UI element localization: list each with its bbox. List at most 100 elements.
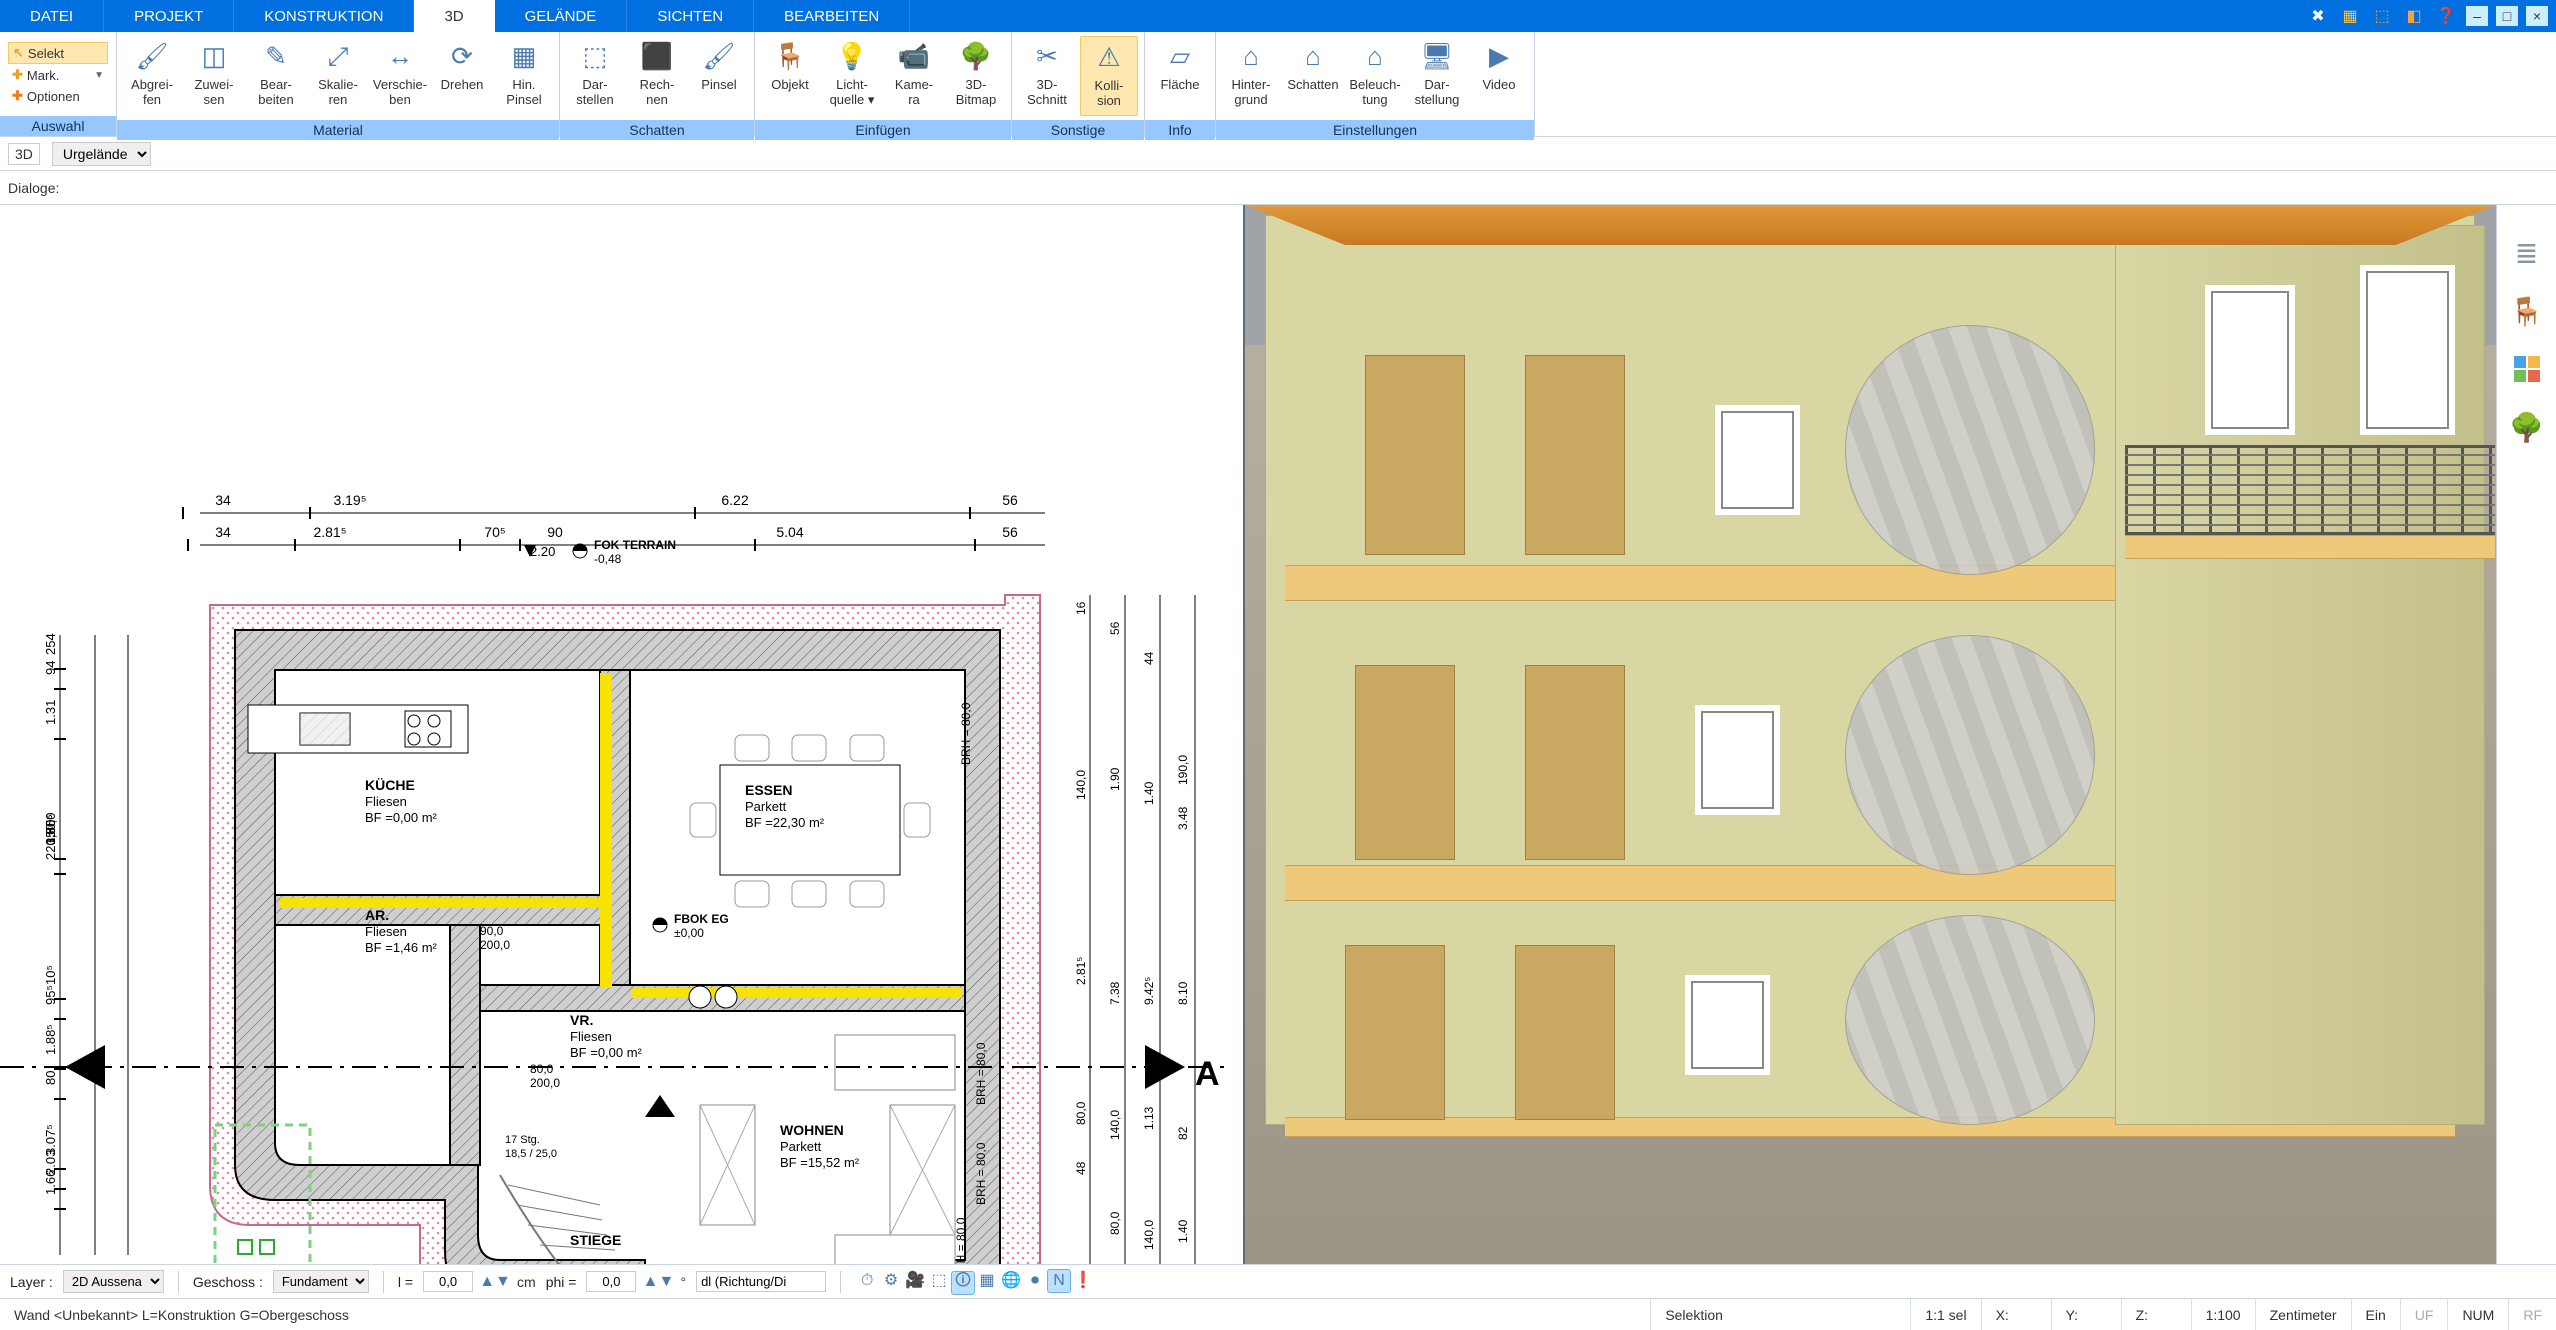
- phi-label: phi =: [546, 1274, 577, 1290]
- menubar-right-icons: ✖ ▦ ⬚ ◧ ❓ – □ ×: [2306, 0, 2556, 32]
- status-left: Wand <Unbekannt> L=Konstruktion G=Oberge…: [0, 1299, 1651, 1330]
- ribbon-group-label: Schatten: [560, 120, 754, 140]
- ribbon-drehen[interactable]: ⟳Drehen: [433, 36, 491, 116]
- menu-3d[interactable]: 3D: [414, 0, 494, 32]
- layers-icon[interactable]: ▦: [2338, 4, 2362, 28]
- pane-side-icons: ≣ 🪑 🌳: [2496, 205, 2556, 1264]
- section-marker-a: A: [1195, 1055, 1220, 1093]
- ribbon-rechnen[interactable]: ⬛Rech- nen: [628, 36, 686, 116]
- l-label: l =: [398, 1274, 413, 1290]
- gear-icon[interactable]: ⚙: [879, 1268, 903, 1292]
- tree-icon[interactable]: 🌳: [2509, 409, 2545, 445]
- help-icon[interactable]: ❓: [2434, 4, 2458, 28]
- materials-top-icon[interactable]: ◧: [2402, 4, 2426, 28]
- l-input[interactable]: [423, 1271, 473, 1292]
- menu-datei[interactable]: DATEI: [0, 0, 104, 32]
- svg-text:-0,48: -0,48: [594, 552, 622, 566]
- l-stepper[interactable]: ▲▼: [483, 1270, 507, 1294]
- grid-icon[interactable]: ▦: [975, 1268, 999, 1292]
- svg-text:BRH = 80,0: BRH = 80,0: [959, 702, 973, 765]
- svg-text:80,0: 80,0: [1074, 1101, 1088, 1125]
- svg-text:56: 56: [1108, 621, 1122, 635]
- phi-stepper[interactable]: ▲▼: [646, 1270, 670, 1294]
- view-icon[interactable]: ⬚: [927, 1268, 951, 1292]
- ribbon-group-auswahl: ↖Selekt✚Mark.▼✚OptionenAuswahl: [0, 32, 117, 136]
- status-selektion: Selektion: [1651, 1299, 1911, 1330]
- ribbon-objekt[interactable]: 🪑Objekt: [761, 36, 819, 116]
- sub-toolbar-dialoge: Dialoge:: [0, 171, 2556, 205]
- svg-text:BF =1,46 m²: BF =1,46 m²: [365, 940, 438, 955]
- record-icon[interactable]: ⏺: [1023, 1269, 1047, 1293]
- ribbon-abgreifen[interactable]: 🖌Abgrei- fen: [123, 36, 181, 116]
- svg-text:1.13: 1.13: [1142, 1106, 1156, 1130]
- menu-bearbeiten[interactable]: BEARBEITEN: [754, 0, 910, 32]
- blocks-icon[interactable]: ⬚: [2370, 4, 2394, 28]
- ribbon-darstellen[interactable]: ⬚Dar- stellen: [566, 36, 624, 116]
- svg-text:1.40: 1.40: [1176, 1219, 1190, 1243]
- ribbon-group-info: ▱FlächeInfo: [1145, 32, 1216, 136]
- svg-text:95⁵: 95⁵: [43, 985, 58, 1005]
- ribbon-kamera[interactable]: 📹Kame- ra: [885, 36, 943, 116]
- ribbon-verschieben[interactable]: ↔Verschie- ben: [371, 36, 429, 116]
- svg-text:254: 254: [43, 633, 58, 655]
- ribbon-schatten[interactable]: ⌂Schatten: [1284, 36, 1342, 116]
- ribbon-lichtquelle[interactable]: 💡Licht- quelle ▾: [823, 36, 881, 116]
- ribbon-group-material: 🖌Abgrei- fen◫Zuwei- sen✎Bear- beiten⤢Ska…: [117, 32, 560, 136]
- ribbon-group-schatten: ⬚Dar- stellen⬛Rech- nen🖌PinselSchatten: [560, 32, 755, 136]
- ribbon-group-label: Material: [117, 120, 559, 140]
- info-icon[interactable]: 🛈: [951, 1271, 975, 1295]
- ribbon-kollision[interactable]: ⚠Kolli- sion: [1080, 36, 1138, 116]
- svg-text:3.19⁵: 3.19⁵: [333, 492, 366, 508]
- layers-icon[interactable]: ≣: [2509, 235, 2545, 271]
- menu-projekt[interactable]: PROJEKT: [104, 0, 234, 32]
- svg-text:140,0: 140,0: [1074, 770, 1088, 800]
- pane-2d-floorplan[interactable]: A FOK TERRAIN -0,48 2.20 FBOK EG ±0,00 3…: [0, 205, 1245, 1264]
- alert-icon[interactable]: ❗: [1071, 1268, 1095, 1292]
- globe-icon[interactable]: 🌐: [999, 1268, 1023, 1292]
- window-minimize[interactable]: –: [2466, 6, 2488, 26]
- window-maximize[interactable]: □: [2496, 6, 2518, 26]
- dl-input[interactable]: [696, 1271, 826, 1292]
- window-close[interactable]: ×: [2526, 6, 2548, 26]
- pane-3d-view[interactable]: [1245, 205, 2496, 1264]
- svg-text:44: 44: [1142, 651, 1156, 665]
- ribbon-hin.pinsel[interactable]: ▦Hin. Pinsel: [495, 36, 553, 116]
- sel-optionen[interactable]: ✚Optionen: [8, 86, 108, 106]
- ribbon-skalieren[interactable]: ⤢Skalie- ren: [309, 36, 367, 116]
- svg-text:1.66: 1.66: [43, 1170, 58, 1195]
- ribbon-pinsel[interactable]: 🖌Pinsel: [690, 36, 748, 116]
- svg-text:FBOK EG: FBOK EG: [674, 912, 729, 926]
- materials-icon[interactable]: [2509, 351, 2545, 387]
- layer-select[interactable]: 2D Aussena: [63, 1270, 164, 1293]
- svg-text:Fliesen: Fliesen: [365, 794, 407, 809]
- sel-mark[interactable]: ✚Mark.▼: [8, 65, 108, 85]
- menu-konstruktion[interactable]: KONSTRUKTION: [234, 0, 414, 32]
- ribbon-3dschnitt[interactable]: ✂3D- Schnitt: [1018, 36, 1076, 116]
- phi-input[interactable]: [586, 1271, 636, 1292]
- ribbon-bearbeiten[interactable]: ✎Bear- beiten: [247, 36, 305, 116]
- sub-toolbar-mode: 3D Urgelände: [0, 137, 2556, 171]
- sel-selekt[interactable]: ↖Selekt: [8, 42, 108, 64]
- terrain-select[interactable]: Urgelände: [52, 142, 151, 166]
- svg-text:BRH = 80,0: BRH = 80,0: [954, 1217, 968, 1264]
- chair-icon[interactable]: 🪑: [2509, 293, 2545, 329]
- north-icon[interactable]: N: [1047, 1269, 1071, 1293]
- svg-text:BRH = 80,0: BRH = 80,0: [974, 1042, 988, 1105]
- svg-text:80: 80: [43, 1071, 58, 1085]
- camera-icon[interactable]: 🎥: [903, 1268, 927, 1292]
- tools-icon[interactable]: ✖: [2306, 4, 2330, 28]
- ribbon-zuweisen[interactable]: ◫Zuwei- sen: [185, 36, 243, 116]
- time-icon[interactable]: ⏱: [855, 1269, 879, 1293]
- svg-text:BF =15,52 m²: BF =15,52 m²: [780, 1155, 860, 1170]
- ribbon-darstellung[interactable]: 🖥Dar- stellung: [1408, 36, 1466, 116]
- l-unit: cm: [517, 1274, 536, 1290]
- svg-text:16: 16: [1074, 601, 1088, 615]
- ribbon-video[interactable]: ▶Video: [1470, 36, 1528, 116]
- ribbon-3dbitmap[interactable]: 🌳3D- Bitmap: [947, 36, 1005, 116]
- menu-sichten[interactable]: SICHTEN: [627, 0, 754, 32]
- floor-select[interactable]: Fundament: [273, 1270, 369, 1293]
- ribbon-fläche[interactable]: ▱Fläche: [1151, 36, 1209, 116]
- menu-gelände[interactable]: GELÄNDE: [495, 0, 628, 32]
- ribbon-hintergrund[interactable]: ⌂Hinter- grund: [1222, 36, 1280, 116]
- ribbon-beleuchtung[interactable]: ⌂Beleuch- tung: [1346, 36, 1404, 116]
